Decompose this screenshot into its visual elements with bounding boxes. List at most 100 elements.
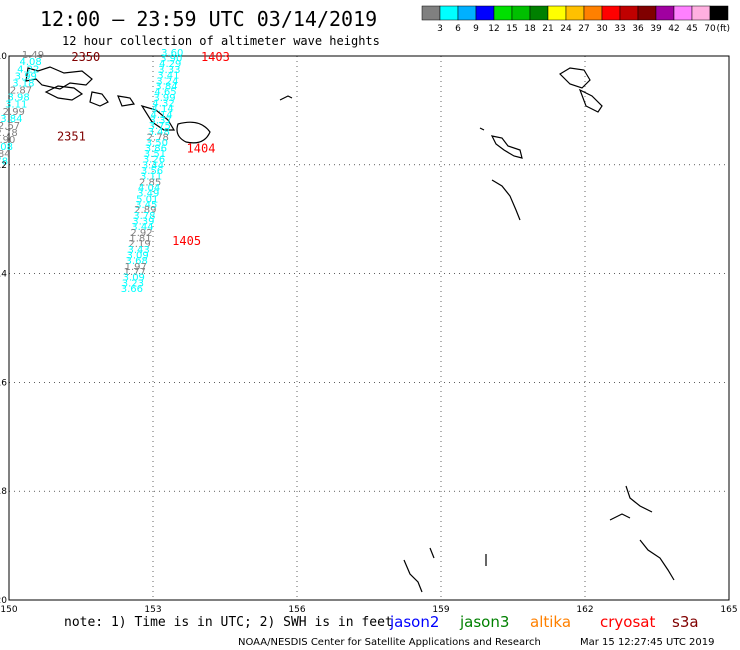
wave-height-value: 3.68 bbox=[126, 256, 148, 267]
coastline-island-b bbox=[44, 85, 84, 101]
satellite-legend-item: altika bbox=[530, 613, 571, 631]
wave-height-value: 3.86 bbox=[145, 144, 167, 155]
colorbar-label: 21 bbox=[542, 24, 553, 34]
wave-height-value: 4.32 bbox=[152, 99, 174, 110]
page-subtitle: 12 hour collection of altimeter wave hei… bbox=[62, 34, 380, 48]
wave-height-value: 4.14 bbox=[151, 110, 173, 121]
wave-height-value: 3.90 bbox=[160, 53, 182, 64]
axis-ticks: 150 153 156 159 162 165 10 12 14 16 18 20 bbox=[0, 52, 738, 615]
satellite-legend-item: s3a bbox=[672, 613, 699, 631]
colorbar-swatch bbox=[421, 5, 441, 21]
grid-lines bbox=[9, 56, 729, 600]
wave-height-value: 3.24 bbox=[156, 76, 178, 87]
coastline-island-k bbox=[490, 135, 523, 159]
wave-height-value: 3.39 bbox=[132, 217, 154, 228]
satellite-legend-item: cryosat bbox=[600, 613, 655, 631]
coastline-island-j bbox=[479, 127, 485, 131]
altimeter-tracks: 1.494.084.223.993.182.873.983.112.993.84… bbox=[0, 48, 230, 295]
wave-height-value: 2.99 bbox=[3, 107, 25, 118]
colorbar-swatch bbox=[601, 5, 621, 21]
wave-height-value: 3.99 bbox=[153, 93, 175, 104]
coastlines bbox=[25, 66, 675, 593]
wave-height-value: 2.19 bbox=[128, 239, 150, 250]
wave-height-value: 2.84 bbox=[0, 149, 11, 160]
colorbar-swatch bbox=[457, 5, 477, 21]
colorbar-legend: 3 6 9 12 15 18 21 24 27 30 33 36 39 42 45 70 (ft) bbox=[421, 5, 730, 34]
wave-height-value: 3.37 bbox=[150, 115, 172, 126]
colorbar-label: 36 bbox=[632, 24, 644, 34]
lon-tick-label: 162 bbox=[576, 605, 593, 615]
wave-height-value: 3.84 bbox=[155, 82, 177, 93]
wave-height-value: 3.56 bbox=[141, 166, 163, 177]
colorbar-label: 30 bbox=[596, 24, 608, 34]
coastline-island-p bbox=[403, 559, 423, 593]
lat-tick-label: 12 bbox=[0, 161, 7, 171]
lat-tick-label: 16 bbox=[0, 378, 7, 388]
wave-height-value: 3.66 bbox=[121, 284, 143, 295]
wave-height-value: 3.41 bbox=[157, 70, 179, 81]
colorbar-swatch bbox=[529, 5, 549, 21]
coastline-island-h bbox=[559, 67, 591, 89]
colorbar-swatch bbox=[547, 5, 567, 21]
colorbar-label: 9 bbox=[473, 24, 479, 34]
wave-height-value: 3.09 bbox=[123, 273, 145, 284]
wave-height-value: 4.04 bbox=[138, 183, 160, 194]
pass-time-label: 2351 bbox=[57, 130, 86, 144]
pass-time-label: 1405 bbox=[172, 234, 201, 248]
wave-height-value: 3.60 bbox=[161, 48, 183, 59]
colorbar-swatch bbox=[511, 5, 531, 21]
pass-time-label: 1404 bbox=[187, 141, 216, 155]
wave-height-value: 3.33 bbox=[158, 65, 180, 76]
coastline-island-m bbox=[625, 485, 653, 513]
wave-height-value: 2.90 bbox=[0, 135, 15, 146]
lon-tick-label: 150 bbox=[0, 605, 17, 615]
wave-height-value: 2.78 bbox=[0, 128, 18, 139]
wave-height-value: 3.78 bbox=[133, 211, 155, 222]
wave-height-value: 2.78 bbox=[147, 132, 169, 143]
wave-height-value: 2.87 bbox=[10, 86, 32, 97]
pass-time-label: 2350 bbox=[71, 50, 100, 64]
coastline-island-o bbox=[609, 513, 631, 521]
colorbar-label: 18 bbox=[524, 24, 536, 34]
satellite-legend: jason2 jason3 altika cryosat s3a bbox=[389, 613, 699, 631]
wave-height-value: 3.11 bbox=[140, 171, 162, 182]
wave-height-value: 3.48 bbox=[148, 127, 170, 138]
wave-height-value: 1.97 bbox=[125, 262, 147, 273]
satellite-legend-item: jason3 bbox=[459, 613, 509, 631]
colorbar-swatch bbox=[691, 5, 711, 21]
coastline-island-f bbox=[176, 121, 211, 144]
wave-height-value: 3.43 bbox=[127, 245, 149, 256]
lon-tick-label: 165 bbox=[720, 605, 737, 615]
colorbar-swatch bbox=[565, 5, 585, 21]
wave-height-value: 4.08 bbox=[19, 57, 41, 68]
footnote: note: 1) Time is in UTC; 2) SWH is in fe… bbox=[64, 615, 393, 630]
colorbar-swatch bbox=[637, 5, 657, 21]
pass-time-label: 1403 bbox=[201, 50, 230, 64]
wave-height-value: 3.18 bbox=[12, 78, 34, 89]
lon-tick-label: 159 bbox=[432, 605, 449, 615]
coastline-island-e bbox=[140, 104, 176, 131]
wave-height-value: 3.44 bbox=[131, 222, 153, 233]
wave-height-value: 2.85 bbox=[139, 177, 161, 188]
coastline-island-a bbox=[25, 66, 93, 90]
wave-height-value: 4.29 bbox=[159, 59, 181, 70]
page-title: 12:00 – 23:59 UTC 03/14/2019 bbox=[40, 7, 377, 31]
coastline-island-n bbox=[639, 539, 675, 581]
wave-height-value: 3.09 bbox=[127, 250, 149, 261]
wave-height-value: 5.01 bbox=[136, 194, 158, 205]
wave-height-value: 2.89 bbox=[134, 205, 156, 216]
wave-height-value: 3.44 bbox=[142, 161, 164, 172]
colorbar-label: 15 bbox=[506, 24, 517, 34]
colorbar-label: 33 bbox=[614, 24, 625, 34]
colorbar-swatch bbox=[655, 5, 675, 21]
colorbar-swatch bbox=[439, 5, 459, 21]
colorbar-unit: (ft) bbox=[716, 24, 730, 34]
lon-tick-label: 153 bbox=[144, 605, 161, 615]
colorbar-label: 42 bbox=[668, 24, 679, 34]
generated-timestamp: Mar 15 12:27:45 UTC 2019 bbox=[580, 637, 715, 648]
plot-area: 1.494.084.223.993.182.873.983.112.993.84… bbox=[0, 48, 730, 601]
wave-height-value: 4.65 bbox=[154, 87, 176, 98]
colorbar-label: 24 bbox=[560, 24, 572, 34]
wave-height-value: 1.77 bbox=[124, 267, 146, 278]
colorbar-swatch bbox=[619, 5, 639, 21]
